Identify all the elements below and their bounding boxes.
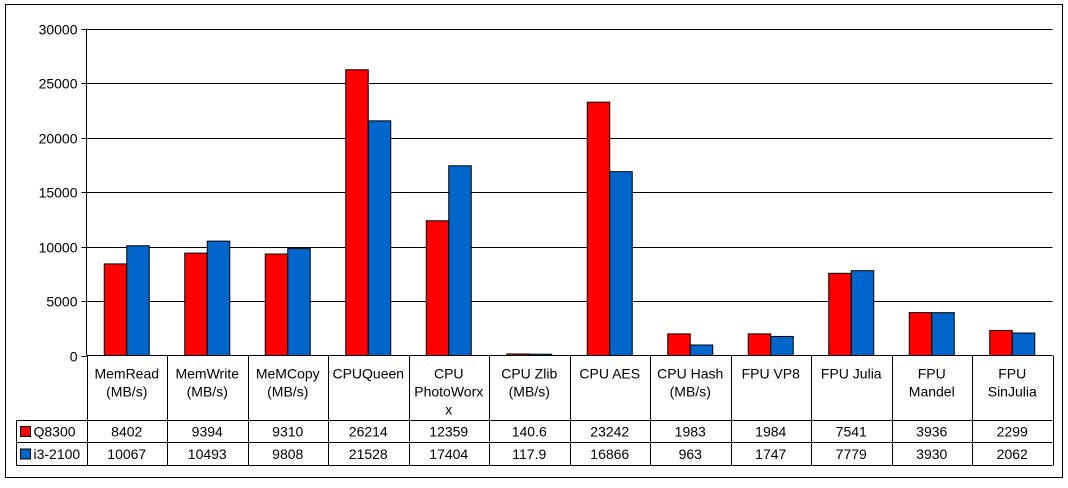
category-label: FPU VP8 (742, 366, 801, 382)
category-label: (MB/s) (670, 384, 711, 400)
category-label: SinJulia (988, 384, 1037, 400)
bars (103, 69, 1036, 357)
category-label: FPU (998, 366, 1026, 382)
data-label: 1984 (755, 424, 786, 440)
bar-q8300 (345, 69, 369, 357)
category-label: CPUQueen (332, 366, 404, 382)
data-label: 2062 (997, 446, 1028, 462)
bar-i3-2100 (770, 335, 794, 357)
axes (86, 28, 1053, 356)
category-label: MemWrite (175, 366, 239, 382)
category-label: CPU Zlib (501, 366, 557, 382)
bar-q8300 (586, 101, 611, 356)
data-label: 8402 (111, 424, 142, 440)
data-label: 140.6 (512, 424, 547, 440)
bar-i3-2100 (367, 120, 392, 356)
y-tick-label: 15000 (39, 185, 78, 201)
bar-i3-2100 (931, 312, 955, 356)
data-label: 9808 (272, 446, 303, 462)
data-label: 963 (679, 446, 703, 462)
bar-i3-2100 (609, 171, 633, 356)
category-label: CPU Hash (657, 366, 723, 382)
category-label: (MB/s) (106, 384, 147, 400)
category-label: MeMCopy (256, 366, 320, 382)
legend-label: i3-2100 (34, 446, 81, 462)
bar-i3-2100 (1011, 332, 1036, 356)
y-tick-label: 10000 (39, 240, 78, 256)
y-tick-label: 0 (70, 349, 78, 365)
category-label: FPU (918, 366, 946, 382)
bar-i3-2100 (689, 344, 714, 356)
data-label: 1747 (755, 446, 786, 462)
bar-q8300 (908, 312, 933, 356)
data-label: 21528 (349, 446, 388, 462)
bar-q8300 (828, 272, 852, 356)
y-axis-ticks: 0 5000 10000 15000 20000 25000 30000 (39, 22, 87, 365)
data-label: 7779 (836, 446, 867, 462)
bar-q8300 (264, 253, 289, 356)
category-label: CPU AES (579, 366, 640, 382)
data-label: 3930 (916, 446, 947, 462)
bar-i3-2100 (448, 165, 472, 356)
data-label: 9394 (192, 424, 223, 440)
bar-q8300 (103, 263, 128, 357)
category-label: (MB/s) (509, 384, 550, 400)
data-label: 17404 (429, 446, 468, 462)
data-label: 12359 (429, 424, 468, 440)
bar-i3-2100 (287, 248, 311, 357)
y-tick-label: 20000 (39, 131, 78, 147)
data-label: 26214 (349, 424, 388, 440)
legend-label: Q8300 (34, 424, 76, 440)
legend-key (20, 448, 31, 460)
gridlines (86, 29, 1053, 302)
category-label: (MB/s) (187, 384, 228, 400)
bar-q8300 (667, 333, 691, 357)
data-label: 9310 (272, 424, 303, 440)
category-label: (MB/s) (267, 384, 308, 400)
legend-key (20, 426, 31, 437)
data-label: 7541 (836, 424, 867, 440)
bar-i3-2100 (126, 245, 150, 356)
data-label: 117.9 (512, 446, 546, 462)
category-label: MemRead (94, 366, 159, 382)
y-tick-label: 25000 (39, 76, 78, 92)
bar-q8300 (747, 333, 772, 356)
bar-q8300 (184, 252, 208, 356)
data-label: 10067 (107, 446, 146, 462)
category-label: PhotoWorx (414, 384, 483, 400)
data-label: 1983 (675, 424, 706, 440)
category-label: FPU Julia (821, 366, 882, 382)
data-label: 23242 (590, 424, 629, 440)
category-label: x (445, 402, 452, 418)
bar-q8300 (425, 220, 450, 356)
y-tick-label: 30000 (39, 22, 78, 38)
data-table: MemRead (MB/s) MemWrite (MB/s) MeMCopy (MB/s)… (16, 355, 1054, 466)
data-label: 2299 (997, 424, 1028, 440)
y-tick-label: 5000 (46, 294, 77, 310)
bar-i3-2100 (206, 240, 231, 356)
bar-q8300 (989, 329, 1013, 356)
bar-i3-2100 (850, 270, 875, 356)
category-label: CPU (434, 366, 464, 382)
data-label: 16866 (590, 446, 629, 462)
data-label: 3936 (916, 424, 947, 440)
outer-border (5, 4, 1063, 478)
category-label: Mandel (909, 384, 955, 400)
data-label: 10493 (188, 446, 227, 462)
